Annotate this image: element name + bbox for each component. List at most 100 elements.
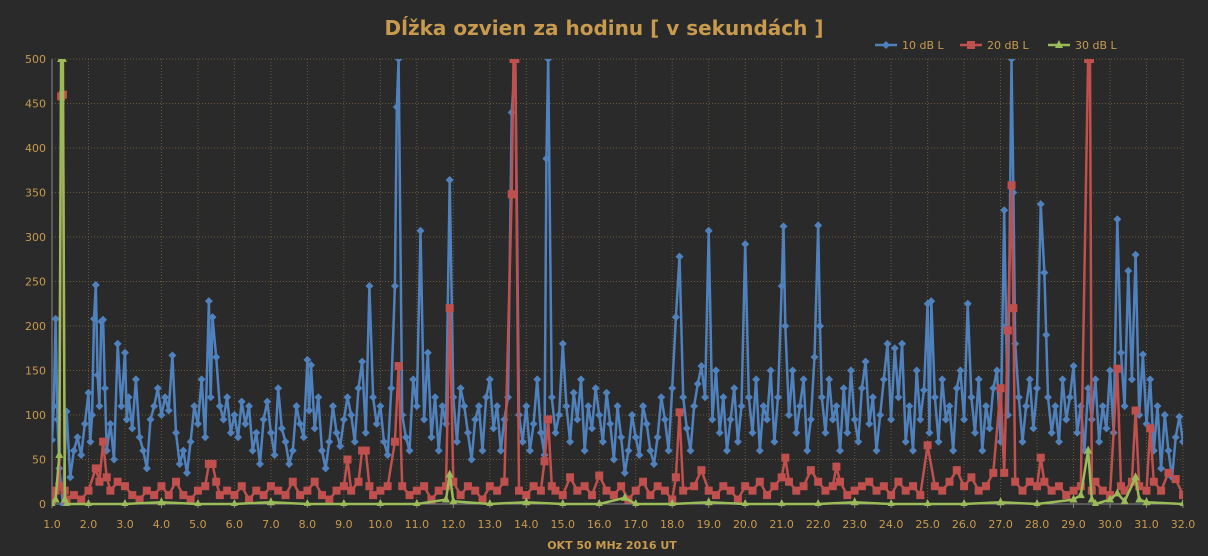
series-10-db-l-point xyxy=(86,437,95,446)
y-tick-label: 350 xyxy=(25,187,46,200)
series-10-db-l-point xyxy=(744,393,753,402)
series-20-db-l-point xyxy=(445,304,454,313)
series-10-db-l-point xyxy=(161,393,170,402)
series-20-db-l-point xyxy=(857,482,866,491)
series-10-db-l-point xyxy=(1160,411,1169,419)
series-10-db-l-point xyxy=(1146,375,1155,384)
series-10-db-l-point xyxy=(420,415,429,424)
series-10-db-l-point xyxy=(288,446,297,455)
series-10-db-l-point xyxy=(255,459,264,468)
chart-title: Dĺžka ozvien za hodinu [ v sekundách ] xyxy=(385,16,824,40)
series-10-db-l-point xyxy=(770,437,779,446)
series-10-db-l-point xyxy=(1047,428,1056,437)
series-10-db-l-point xyxy=(299,433,308,442)
series-30-db-l-point xyxy=(887,499,895,506)
series-20-db-l-point xyxy=(580,482,589,491)
series-10-db-l-point xyxy=(1124,266,1133,275)
series-10-db-l-point xyxy=(142,464,151,473)
series-30-db-l-point xyxy=(1135,494,1144,503)
series-30-db-l-point xyxy=(741,499,749,506)
series-20-db-l-point xyxy=(1033,482,1042,491)
series-30-db-l-point xyxy=(559,499,567,506)
series-10-db-l-point xyxy=(1116,348,1125,357)
series-10-db-l-point xyxy=(91,281,100,290)
y-tick-label: 450 xyxy=(25,98,46,111)
series-10-db-l-point xyxy=(1157,464,1166,473)
series-10-db-l-point xyxy=(347,411,356,419)
series-10-db-l-point xyxy=(872,446,881,455)
series-30-db-l-point xyxy=(486,499,494,506)
series-10-db-l-point xyxy=(416,226,425,235)
series-20-db-l-point xyxy=(281,491,290,500)
series-20-db-l-point xyxy=(989,468,998,477)
series-20-db-l-point xyxy=(339,482,348,491)
series-10-db-l-point xyxy=(752,375,761,384)
series-10-db-l-point xyxy=(925,428,934,437)
series-20-db-l-point xyxy=(332,486,341,495)
series-10-db-l-point xyxy=(715,428,724,437)
series-20-db-l-point xyxy=(514,486,523,495)
series-20-db-l-point xyxy=(1179,491,1183,500)
grid xyxy=(51,58,1184,505)
series-20-db-l-point xyxy=(755,477,764,486)
series-20-db-l-point xyxy=(412,486,421,495)
series-20-db-l-point xyxy=(128,491,137,500)
series-20-db-l-point xyxy=(1098,486,1107,495)
series-10-db-l-point xyxy=(668,384,677,393)
legend-10-db-l: 10 dB L xyxy=(875,39,945,52)
series-20-db-l-point xyxy=(879,482,888,491)
series-10-db-l-point xyxy=(905,402,914,411)
x-tick-label: 20.0 xyxy=(733,518,758,531)
series-10-db-l-point xyxy=(518,437,527,446)
series-20-db-l-point xyxy=(274,486,283,495)
series-10-db-l-point xyxy=(354,384,363,393)
series-10-db-l-point xyxy=(551,428,560,437)
series-10-db-l-point xyxy=(916,415,925,424)
series-20-db-l-point xyxy=(1011,477,1020,486)
series-10-db-l-point xyxy=(423,348,432,357)
x-tick-label: 30.0 xyxy=(1098,518,1123,531)
series-20-db-l-point xyxy=(135,495,144,504)
series-10-db-l-point xyxy=(122,415,131,424)
series-20-db-l-point xyxy=(872,486,881,495)
x-tick-label: 9.0 xyxy=(335,518,353,531)
series-20-db-l-point xyxy=(55,482,64,491)
series-10-db-l-point xyxy=(963,299,972,308)
x-tick-label: 13.0 xyxy=(478,518,503,531)
series-10-db-l-point xyxy=(179,446,188,455)
series-10-db-l-point xyxy=(628,411,637,419)
series-10-db-l-point xyxy=(380,437,389,446)
series-10-db-l-point xyxy=(89,314,98,323)
series-20-db-l-point xyxy=(631,486,640,495)
series-10-db-l-point xyxy=(620,468,629,477)
series-20-db-l-point xyxy=(945,477,954,486)
series-30-db-l-point xyxy=(1131,472,1140,481)
series-10-db-l-point xyxy=(1007,59,1016,63)
series-20-db-l-point xyxy=(671,473,680,482)
series-30-db-l-point xyxy=(996,497,1005,506)
series-10-db-l-point xyxy=(305,406,314,415)
series-30-db-l-point xyxy=(55,450,64,459)
series-10-db-l-point xyxy=(1062,415,1071,424)
series-20-db-l-point xyxy=(383,482,392,491)
series-10-db-l-point xyxy=(124,393,133,402)
series-10-db-l-point xyxy=(542,154,551,163)
series-20-db-l-point xyxy=(974,486,983,495)
series-20-db-l-point xyxy=(748,486,757,495)
series-20-db-l-point xyxy=(646,491,655,500)
series-20-db-l-point xyxy=(434,486,443,495)
series-20-db-l-point xyxy=(595,471,604,480)
x-tick-label: 32.0 xyxy=(1171,518,1196,531)
series-30-db-l-point xyxy=(230,499,238,506)
series-20-db-l-point xyxy=(405,491,414,500)
series-20-db-l-point xyxy=(547,482,556,491)
series-10-db-l-point xyxy=(427,433,436,442)
series-10-db-l-point xyxy=(434,446,443,455)
series-20-db-l-point xyxy=(266,482,275,491)
series-10-db-l-point xyxy=(52,314,60,323)
series-10-db-l-point xyxy=(1044,393,1053,402)
series-20-db-l-point xyxy=(952,466,961,475)
series-10-db-l-point xyxy=(106,419,115,428)
series-10-db-l-point xyxy=(120,348,129,357)
series-10-db-l-point xyxy=(336,442,345,451)
